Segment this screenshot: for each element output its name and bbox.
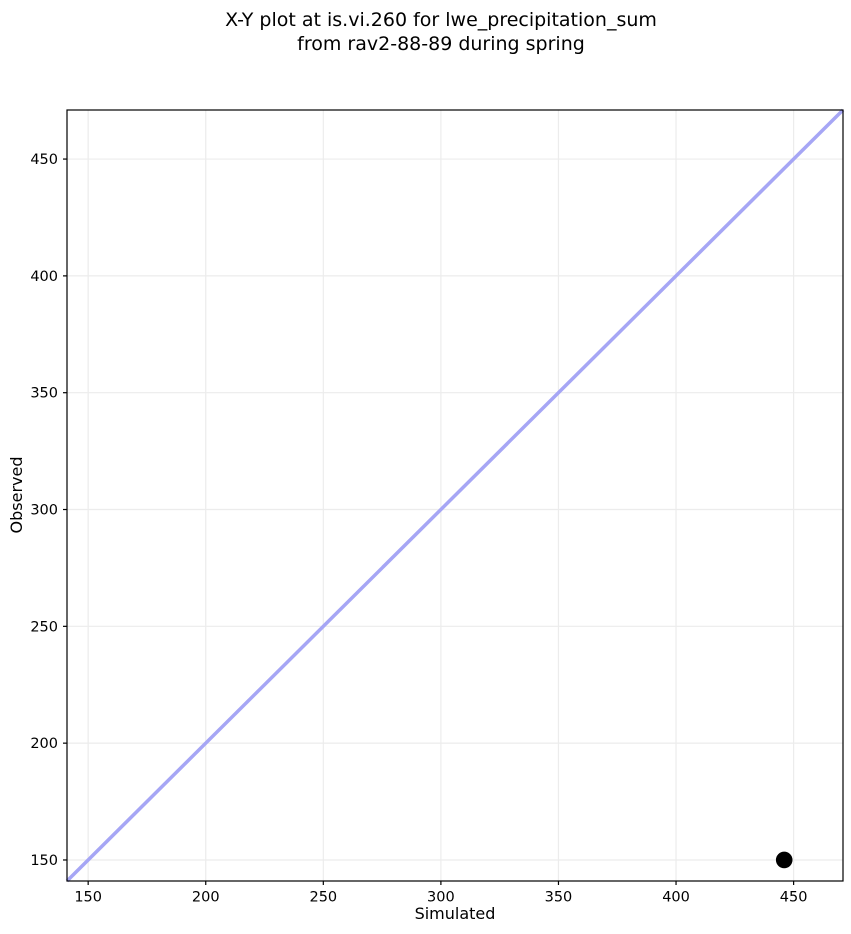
y-tick-label-450: 450: [30, 152, 58, 168]
chart-title-line-2: from rav2-88-89 during spring: [297, 33, 585, 55]
chart-title-line-1: X-Y plot at is.vi.260 for lwe_precipitat…: [225, 9, 657, 31]
y-tick-label-400: 400: [30, 269, 58, 285]
x-tick-label-350: 350: [545, 890, 573, 906]
axis-ticks-layer: 150 200 250 300 350 400 450 150 200 250 300 350 400 4…: [30, 152, 807, 905]
data-markers-layer: [775, 851, 793, 869]
y-tick-label-300: 300: [30, 503, 58, 519]
gridlines-layer: [67, 110, 843, 881]
identity-line-layer: [65, 108, 845, 883]
axes-spines-layer: [66, 109, 844, 882]
identity-line: [65, 108, 845, 883]
y-tick-label-150: 150: [30, 853, 58, 869]
y-tick-label-350: 350: [30, 386, 58, 402]
x-axis-label: Simulated: [415, 904, 496, 923]
x-tick-label-300: 300: [427, 890, 455, 906]
y-tick-label-200: 200: [30, 736, 58, 752]
x-tick-label-150: 150: [74, 890, 102, 906]
x-tick-label-200: 200: [192, 890, 220, 906]
x-tick-label-400: 400: [662, 890, 690, 906]
y-tick-label-250: 250: [30, 619, 58, 635]
x-tick-label-250: 250: [309, 890, 337, 906]
plot-border: [66, 109, 844, 882]
x-tick-label-450: 450: [780, 890, 808, 906]
y-axis-label: Observed: [7, 457, 26, 534]
data-point: [775, 851, 793, 869]
